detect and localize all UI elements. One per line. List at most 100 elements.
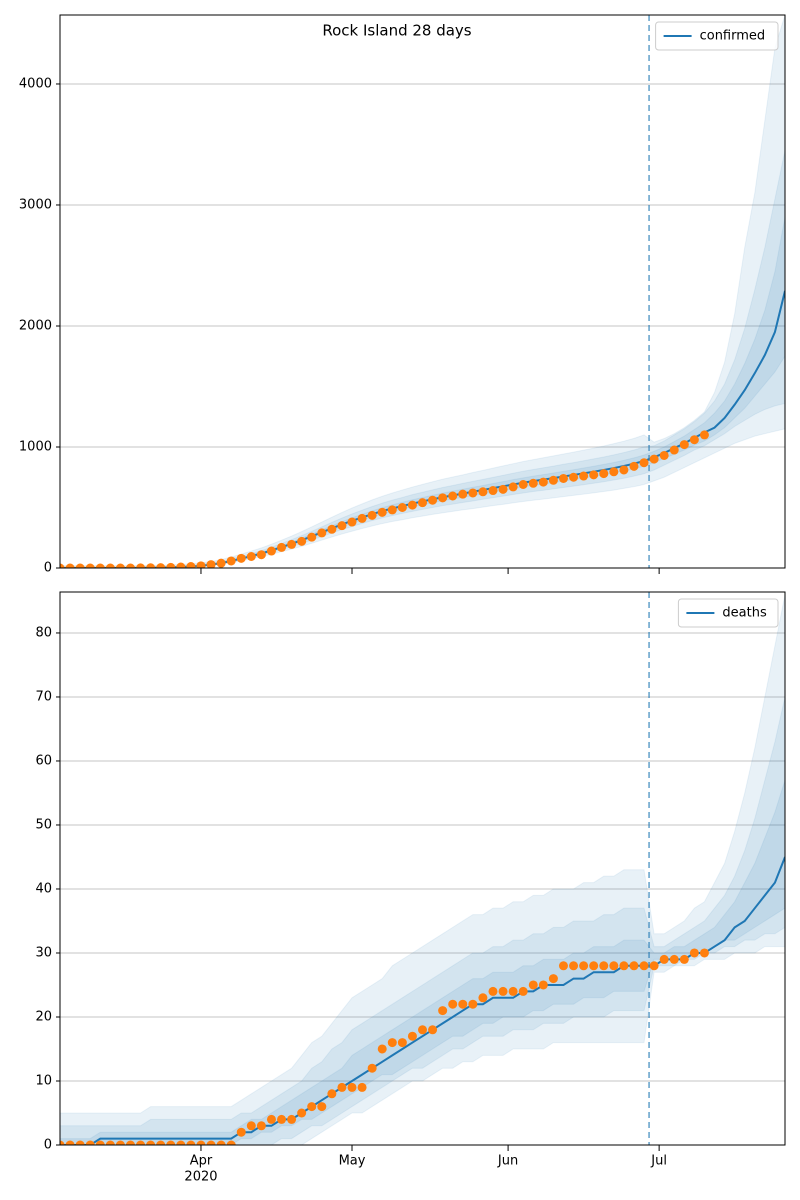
observed-point <box>206 1140 216 1145</box>
observed-point <box>548 974 558 984</box>
observed-point <box>468 488 478 498</box>
observed-point <box>75 1140 85 1145</box>
observed-point <box>619 961 629 971</box>
observed-point <box>146 563 156 568</box>
observed-point <box>357 513 367 523</box>
observed-point <box>699 430 709 440</box>
observed-point <box>377 507 387 517</box>
observed-point <box>548 475 558 485</box>
observed-point <box>407 1031 417 1041</box>
x-tick-label: Jul <box>650 1154 667 1169</box>
observed-point <box>579 471 589 481</box>
observed-point <box>226 1140 236 1145</box>
observed-point <box>146 1140 156 1145</box>
observed-point <box>387 505 397 515</box>
axes-frame <box>59 14 786 569</box>
x-tick-label: Jun <box>497 1154 518 1169</box>
observed-point <box>649 454 659 464</box>
observed-point <box>498 484 508 494</box>
observed-point <box>297 1108 307 1118</box>
plot-area <box>60 15 785 568</box>
observed-point <box>659 954 669 964</box>
observed-point <box>216 1140 226 1145</box>
uncertainty-band <box>60 594 785 1145</box>
observed-point <box>307 1102 317 1112</box>
observed-point <box>115 563 125 568</box>
observed-point <box>629 461 639 471</box>
y-tick-label: 20 <box>35 1009 52 1024</box>
observed-point <box>619 465 629 475</box>
observed-point <box>518 986 528 996</box>
y-tick-label: 0 <box>44 1138 52 1153</box>
observed-point <box>166 562 176 568</box>
observed-point <box>156 563 166 568</box>
observed-point <box>226 556 236 566</box>
observed-point <box>105 563 115 568</box>
observed-point <box>649 961 659 971</box>
observed-point <box>679 440 689 450</box>
observed-point <box>438 493 448 503</box>
observed-point <box>95 563 105 568</box>
legend-box <box>655 21 779 51</box>
observed-point <box>699 948 709 958</box>
observed-point <box>407 500 417 510</box>
observed-point <box>508 482 518 492</box>
observed-point <box>488 986 498 996</box>
observed-point <box>136 563 146 568</box>
observed-point <box>166 1140 176 1145</box>
observed-point <box>85 1140 95 1145</box>
observed-point <box>528 478 538 488</box>
observed-point <box>579 961 589 971</box>
observed-point <box>317 528 327 538</box>
observed-point <box>468 999 478 1009</box>
observed-point <box>196 561 206 568</box>
observed-point <box>569 961 579 971</box>
y-tick-label: 10 <box>35 1073 52 1088</box>
observed-point <box>629 961 639 971</box>
observed-point <box>156 1140 166 1145</box>
observed-point <box>297 536 307 546</box>
observed-point <box>589 470 599 480</box>
observed-point <box>478 487 488 497</box>
uncertainty-band <box>60 696 785 1145</box>
observed-point <box>558 961 568 971</box>
observed-point <box>357 1082 367 1092</box>
observed-point <box>387 1038 397 1048</box>
observed-point <box>428 495 438 505</box>
legend: confirmed <box>655 21 779 51</box>
observed-point <box>115 1140 125 1145</box>
observed-point <box>488 486 498 496</box>
observed-point <box>418 498 427 508</box>
observed-point <box>498 986 508 996</box>
observed-point <box>60 1140 65 1145</box>
observed-point <box>277 542 287 552</box>
observed-point <box>85 563 95 568</box>
chart-title: Rock Island 28 days <box>322 22 471 40</box>
observed-point <box>558 473 568 483</box>
observed-point <box>639 458 649 468</box>
y-tick-label: 50 <box>35 817 52 832</box>
observed-point <box>347 1082 357 1092</box>
legend-label: confirmed <box>700 29 766 44</box>
observed-point <box>75 563 85 568</box>
observed-point <box>538 477 548 487</box>
observed-point <box>367 510 377 520</box>
y-tick-label: 0 <box>44 561 52 576</box>
observed-point <box>60 563 65 568</box>
observed-point <box>186 562 196 568</box>
plot-area <box>60 592 785 1145</box>
y-tick-label: 80 <box>35 625 52 640</box>
observed-point <box>609 961 619 971</box>
uncertainty-band <box>60 15 785 568</box>
observed-point <box>679 954 689 964</box>
observed-point <box>236 553 246 563</box>
observed-point <box>337 1082 347 1092</box>
observed-point <box>206 560 216 568</box>
observed-point <box>508 986 518 996</box>
observed-point <box>659 450 669 460</box>
observed-point <box>125 563 135 568</box>
